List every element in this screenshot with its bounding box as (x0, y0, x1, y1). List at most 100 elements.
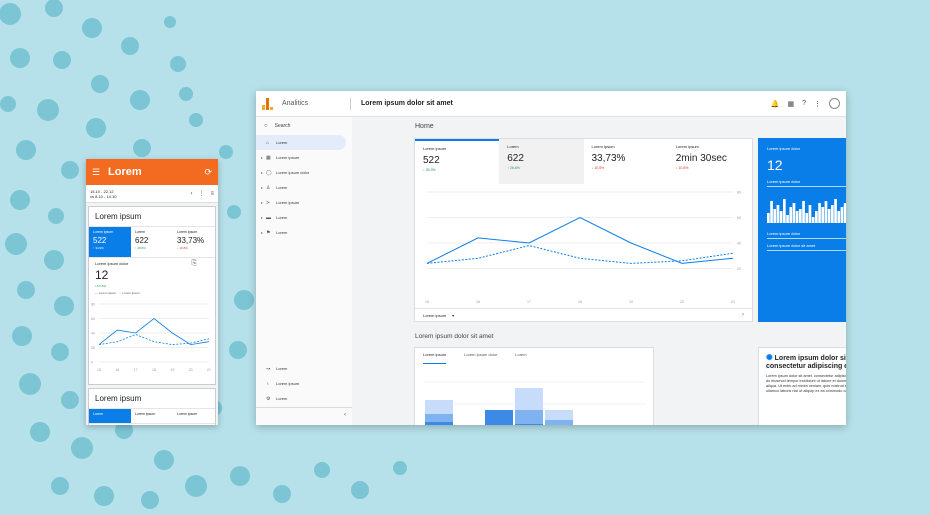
apps-icon[interactable]: ▦ (787, 100, 795, 108)
more-icon[interactable]: ⋮ (198, 191, 205, 197)
background-dot (16, 140, 36, 160)
date-range[interactable]: 15.10 - 22.12 vs 8.10 - 14.10 (90, 189, 184, 199)
realtime-card: Lorem ipsum dolor 12 Lorem ipsum dolor L… (758, 138, 846, 322)
insight-title-text: Lorem ipsum dolor sit amet, consectetur … (766, 355, 846, 370)
mobile-second-card: Lorem ipsum Lorem Lorem ipsum Lorem ipsu… (88, 388, 216, 425)
x-tick-label: 16 (115, 368, 119, 372)
series-line-dashed (426, 245, 734, 264)
x-tick-label: 19 (629, 300, 633, 304)
x-tick-label: 21 (731, 300, 735, 304)
menu-icon[interactable]: ☰ (92, 166, 101, 177)
sidebar-item-audience[interactable]: ▸ ♙ Lorem (256, 180, 352, 195)
background-dot (164, 16, 176, 28)
background-dot (19, 373, 41, 395)
sources-tabs: Lorem ipsum Lorem ipsum dolor Lorem (415, 348, 653, 364)
caret-icon: ▸ (261, 200, 264, 205)
bell-icon[interactable]: 🔔 (770, 100, 780, 108)
y-tick-label: 80 (91, 303, 95, 307)
background-dot (86, 118, 106, 138)
metric-delta: ↑ 28.6% (135, 246, 146, 250)
tab-item[interactable]: Lorem ipsum dolor (464, 352, 498, 357)
collapse-sidebar-button[interactable]: ‹ (256, 407, 352, 425)
insight-body: Lorem ipsum dolor sit amet, consectetur … (766, 374, 846, 393)
filter-icon[interactable]: ≡ (210, 190, 214, 197)
metric-tab[interactable]: Lorem ipsum (177, 412, 198, 416)
legend-item: Lorem ipsum (98, 291, 117, 295)
y-tick-label: 80 (737, 191, 741, 195)
sidebar-item-home[interactable]: ⌂ Lorem (256, 135, 346, 150)
metric-tab[interactable]: Lorem ipsum 522 ↑ 34.9% (89, 227, 131, 257)
background-dot (115, 421, 133, 439)
sidebar-item-attribution[interactable]: ↝ Lorem (256, 361, 352, 376)
legend-dashed-swatch: - - (118, 291, 122, 295)
legend-item: Lorem ipsum (122, 291, 140, 295)
background-dot (179, 87, 193, 101)
metric-delta: ↑ 34.9% (93, 246, 104, 250)
metric-label: Lorem (135, 230, 145, 234)
users-label: Lorem ipsum dolor (95, 261, 129, 266)
search-label: Search (274, 123, 291, 129)
metric-tab[interactable]: Lorem ipsum 2min 30sec ↓ 10,8% (668, 139, 752, 184)
sidebar-search[interactable]: ○ Search (256, 117, 352, 135)
realtime-bar (802, 201, 805, 223)
person-icon: ♙ (266, 184, 271, 191)
refresh-icon[interactable]: ⟳ (204, 166, 212, 177)
realtime-bar (786, 215, 789, 223)
property-selector[interactable]: Lorem ipsum dolor sit amet (361, 100, 453, 107)
realtime-bar (783, 199, 786, 223)
background-dot (30, 422, 50, 442)
background-dot (82, 18, 102, 38)
background-dot (53, 51, 71, 69)
realtime-bar (818, 203, 821, 223)
sidebar-item-discover[interactable]: ♁ Lorem ipsum (256, 376, 352, 391)
date-select[interactable]: Lorem ipsum (423, 312, 447, 318)
tab-item[interactable]: Lorem (515, 352, 527, 357)
header-divider (350, 97, 351, 110)
sidebar-item-label: Lorem (276, 185, 288, 190)
realtime-bar (824, 201, 828, 223)
metric-tab[interactable]: Lorem ipsum 33,73% ↓ 10,5% (584, 139, 668, 184)
background-dot (51, 477, 69, 495)
metric-tab[interactable]: Lorem 622 ↑ 28.6% (131, 227, 173, 257)
sidebar-item-conversions[interactable]: ▸ ⚑ Lorem (256, 225, 352, 240)
metric-tab[interactable]: Lorem ipsum 33,73% ↓ 10.8% (173, 227, 215, 257)
help-icon[interactable]: ? (802, 100, 806, 107)
prev-icon[interactable]: ‹ (190, 190, 193, 197)
sidebar-item-behavior[interactable]: ▸ ▬ Lorem (256, 210, 352, 225)
background-dot (10, 190, 30, 210)
realtime-value: 12 (767, 157, 783, 173)
account-icon[interactable] (829, 98, 840, 109)
x-tick-label: 17 (134, 368, 138, 372)
metric-tab[interactable]: Lorem (89, 409, 131, 423)
sidebar-item-customization[interactable]: ▸ ▦ Lorem ipsum (256, 150, 352, 165)
realtime-bar (815, 211, 818, 223)
x-tick-label: 20 (680, 300, 684, 304)
background-dot (48, 208, 64, 224)
card-title: Lorem ipsum (89, 389, 215, 409)
caret-icon: ▸ (261, 170, 264, 175)
sidebar-item-admin[interactable]: ⚙ Lorem (256, 391, 352, 406)
realtime-title: Lorem ipsum dolor (767, 146, 801, 151)
sidebar-item-realtime[interactable]: ▸ ◯ Lorem ipsum dolor (256, 165, 352, 180)
realtime-bar (827, 209, 831, 223)
realtime-bar (805, 213, 809, 223)
x-tick-label: 15 (425, 300, 429, 304)
main-content: Home Lorem ipsum 522 ↑ 35,9% Lorem 622 ↑… (352, 117, 846, 425)
mobile-app-title: Lorem (108, 166, 142, 178)
clipboard-icon[interactable]: ⎘ (191, 260, 197, 267)
more-icon[interactable]: ⋮ (814, 100, 821, 108)
metric-tab[interactable]: Lorem ipsum (135, 412, 156, 416)
sidebar-item-acquisition[interactable]: ▸ ≻ Lorem ipsum (256, 195, 352, 210)
chevron-left-icon: ‹ (344, 412, 346, 418)
metric-tab[interactable]: Lorem ipsum 522 ↑ 35,9% (415, 139, 500, 184)
background-dot (61, 161, 79, 179)
dropdown-icon[interactable]: ▾ (452, 312, 455, 318)
tab-item[interactable]: Lorem ipsum (423, 352, 447, 364)
clock-icon: ◯ (266, 169, 272, 176)
sidebar-item-label: Lorem (276, 215, 288, 220)
mobile-mockup: ☰ Lorem ⟳ 15.10 - 22.12 vs 8.10 - 14.10 … (86, 159, 218, 425)
metric-tab[interactable]: Lorem 622 ↑ 26,6% (499, 139, 584, 184)
mobile-app-bar: ☰ Lorem ⟳ (86, 159, 218, 185)
chevron-right-icon[interactable]: › (742, 312, 744, 318)
background-dot (91, 75, 109, 93)
